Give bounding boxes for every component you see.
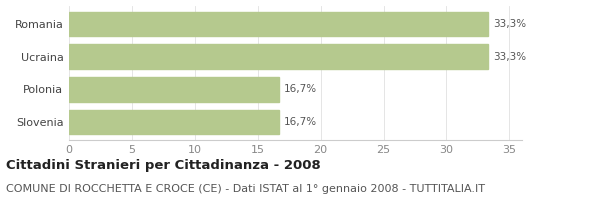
- Text: 33,3%: 33,3%: [493, 52, 526, 62]
- Text: 16,7%: 16,7%: [284, 117, 317, 127]
- Bar: [69, 110, 279, 134]
- Text: 33,3%: 33,3%: [493, 19, 526, 29]
- Text: 16,7%: 16,7%: [284, 84, 317, 94]
- Text: Cittadini Stranieri per Cittadinanza - 2008: Cittadini Stranieri per Cittadinanza - 2…: [6, 159, 321, 172]
- Text: COMUNE DI ROCCHETTA E CROCE (CE) - Dati ISTAT al 1° gennaio 2008 - TUTTITALIA.IT: COMUNE DI ROCCHETTA E CROCE (CE) - Dati …: [6, 184, 485, 194]
- Bar: [69, 12, 488, 36]
- Bar: [69, 77, 279, 102]
- Bar: [69, 44, 488, 69]
